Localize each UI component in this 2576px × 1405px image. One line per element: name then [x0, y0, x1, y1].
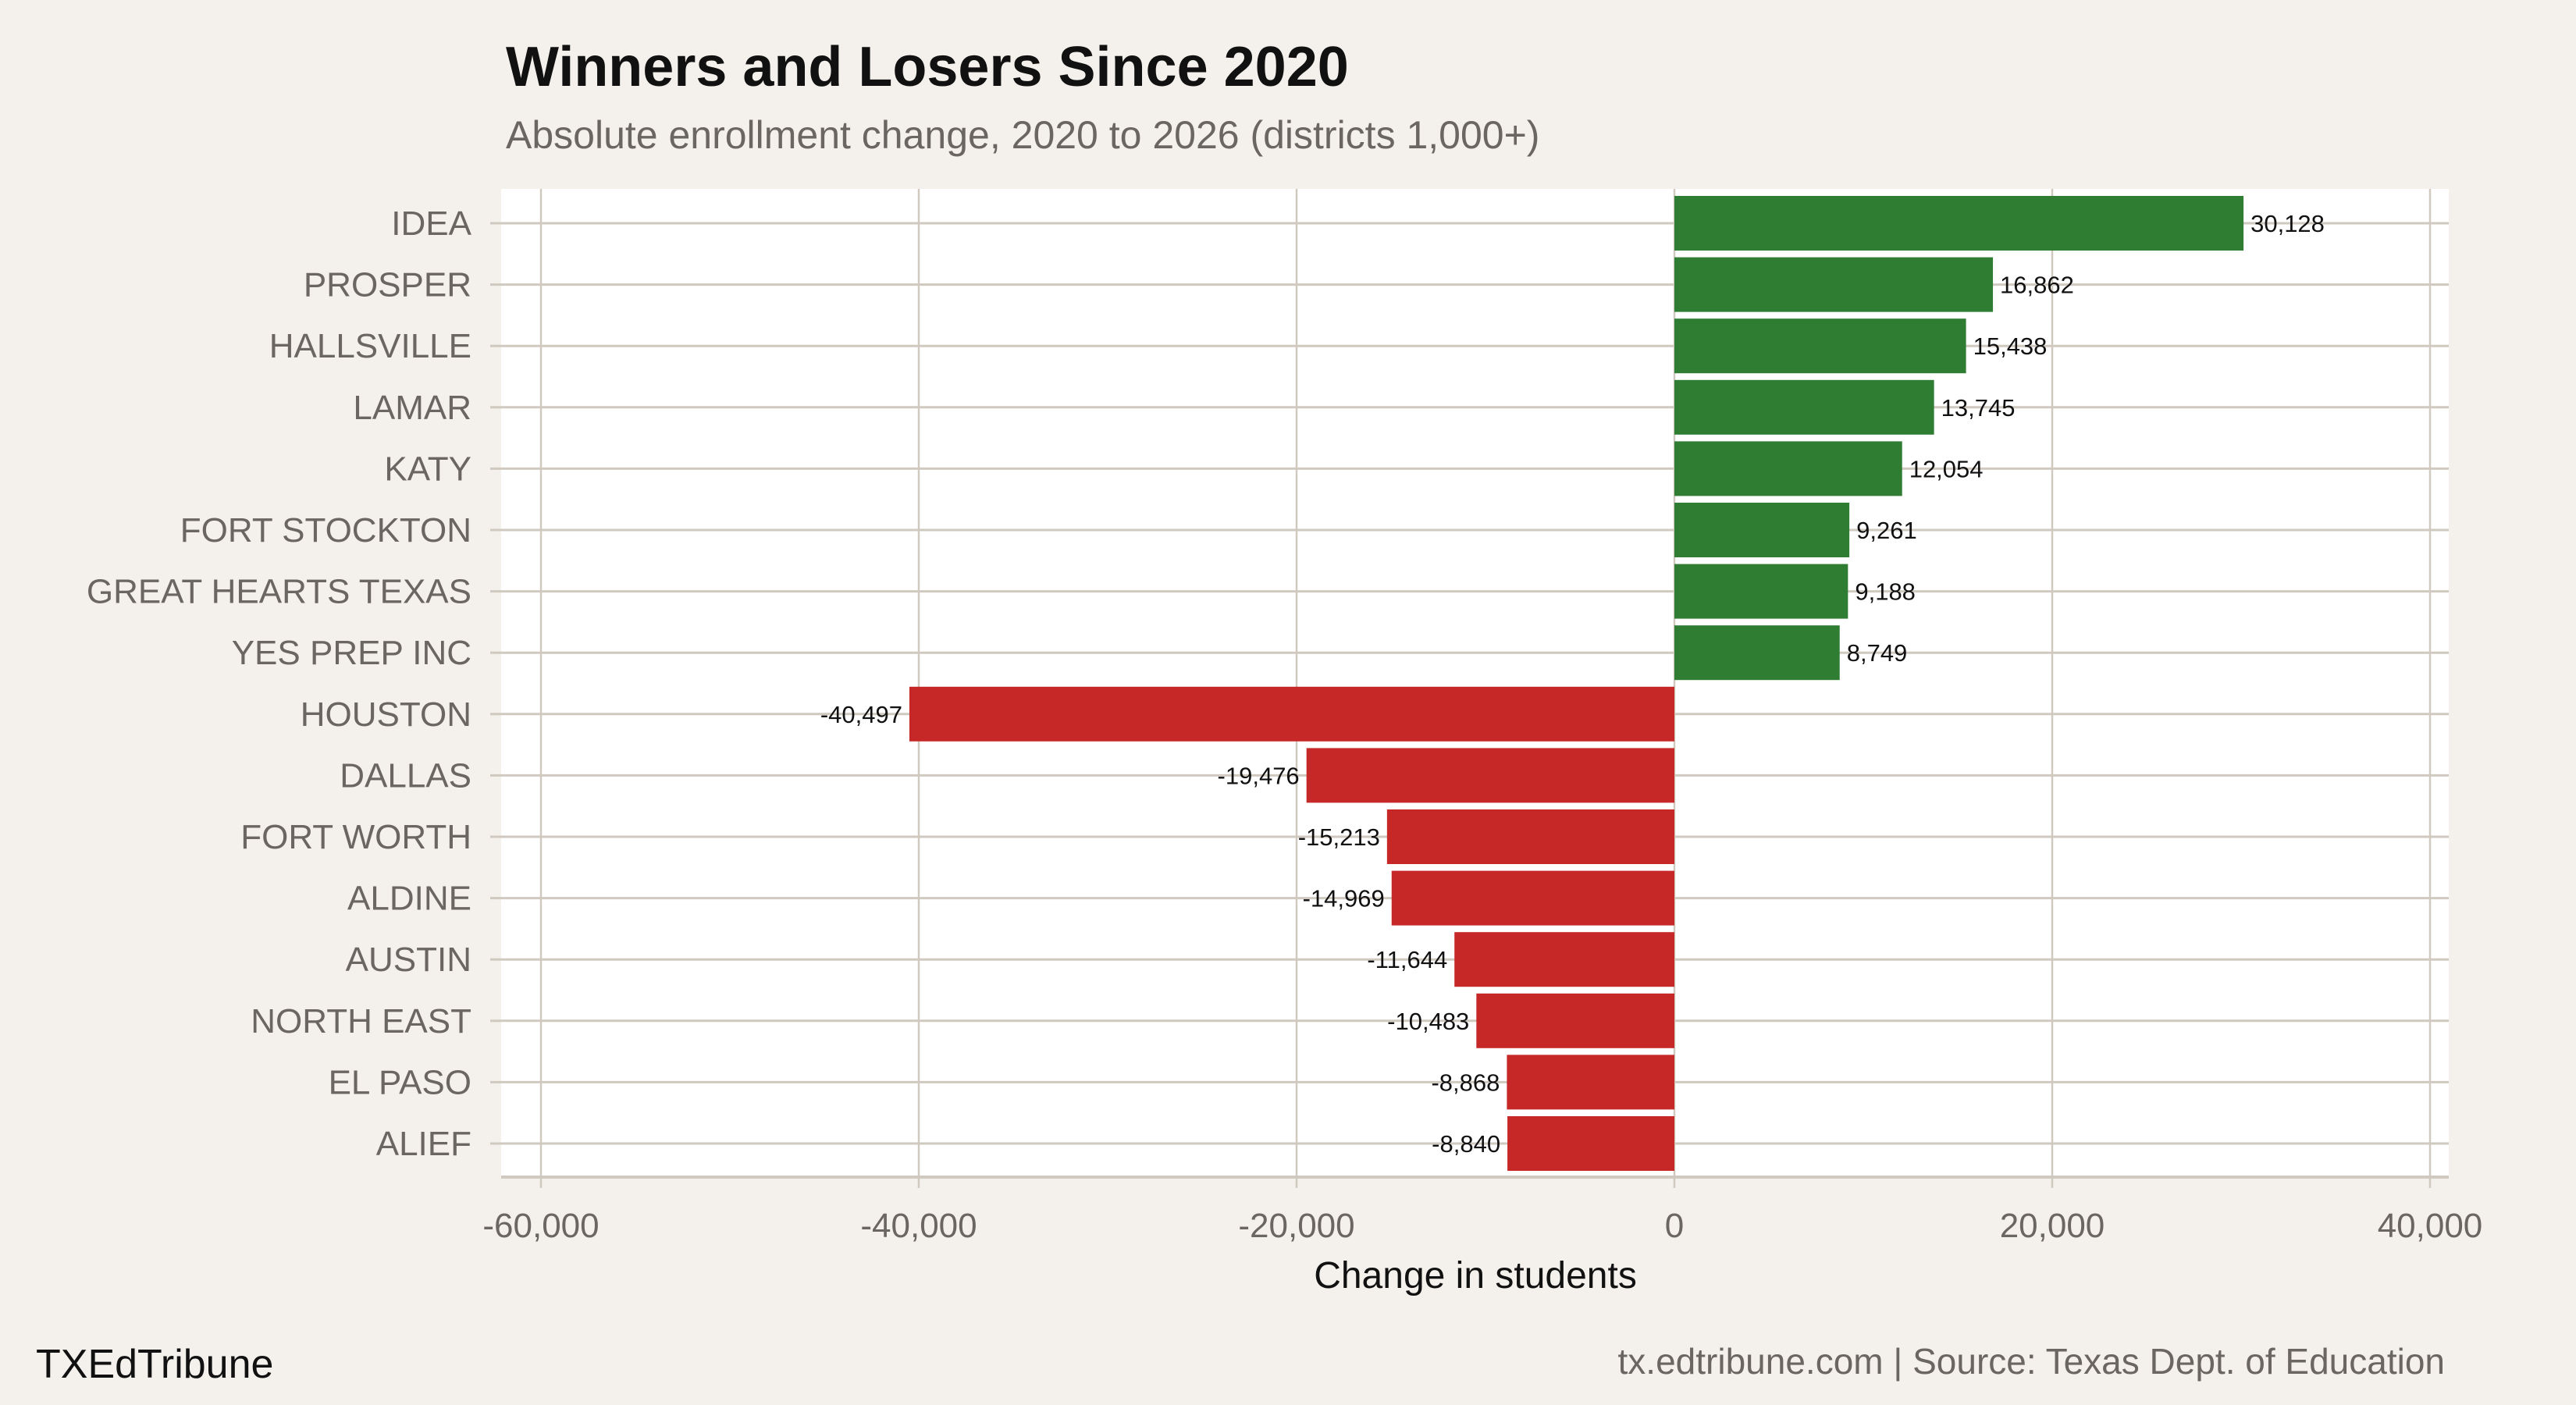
bar [909, 686, 1674, 742]
bar [1476, 993, 1674, 1048]
data-label: 9,188 [1855, 578, 1916, 606]
bar [1386, 809, 1674, 864]
bar [1507, 1055, 1674, 1110]
category-label: AUSTIN [346, 941, 471, 979]
category-label: PROSPER [304, 266, 471, 304]
brand-logo-text: TXEdTribune [36, 1342, 273, 1387]
category-label: DALLAS [340, 756, 471, 795]
bar [1674, 196, 2244, 251]
category-label: FORT WORTH [240, 818, 471, 856]
data-label: 13,745 [1941, 394, 2016, 422]
data-label: -14,969 [1303, 885, 1385, 912]
data-label: 30,128 [2250, 210, 2325, 237]
bar [1507, 1116, 1674, 1171]
bar [1674, 318, 1966, 374]
bar [1306, 748, 1674, 803]
bar [1391, 870, 1674, 926]
category-label: ALDINE [347, 880, 471, 918]
x-tick-label: -20,000 [1238, 1207, 1354, 1245]
data-label: 8,749 [1847, 639, 1908, 667]
plot-panel [501, 189, 2449, 1177]
category-label: FORT STOCKTON [180, 511, 471, 550]
category-label: ALIEF [376, 1125, 471, 1163]
x-tick-label: 40,000 [2378, 1207, 2483, 1245]
data-label: -40,497 [820, 701, 902, 728]
category-label: LAMAR [353, 389, 471, 427]
data-label: 16,862 [2000, 272, 2074, 299]
bar [1674, 625, 1840, 681]
chart-title: Winners and Losers Since 2020 [506, 36, 1349, 98]
x-tick-label: -40,000 [860, 1207, 977, 1245]
data-label: 12,054 [1909, 455, 1984, 482]
category-label: HALLSVILLE [269, 327, 471, 365]
data-labels: 30,128 16,862 15,438 13,745 12,054 9,261 9,188… [820, 210, 2325, 1158]
x-axis-title: Change in students [1314, 1255, 1637, 1297]
category-label: YES PREP INC [232, 634, 471, 672]
bar [1674, 503, 1850, 557]
bar [1674, 257, 1994, 312]
category-label: NORTH EAST [251, 1002, 471, 1040]
chart-subtitle: Absolute enrollment change, 2020 to 2026… [506, 113, 1539, 157]
x-tick-label: 0 [1665, 1207, 1684, 1245]
category-labels: IDEA PROSPER HALLSVILLE LAMAR KATY FORT STOCK… [87, 205, 472, 1163]
bar [1674, 379, 1934, 435]
category-label: HOUSTON [301, 695, 471, 734]
bar [1674, 564, 1848, 619]
data-label: -11,644 [1367, 946, 1447, 973]
bars [909, 196, 2244, 1171]
source-note: tx.edtribune.com | Source: Texas Dept. o… [1618, 1341, 2445, 1382]
category-label: IDEA [391, 205, 471, 243]
data-label: 9,261 [1856, 517, 1917, 544]
x-axis: -60,000 -40,000 -20,000 0 20,000 40,000 [482, 1207, 2482, 1245]
category-label: GREAT HEARTS TEXAS [87, 573, 471, 611]
data-label: -19,476 [1218, 762, 1300, 789]
category-label: KATY [384, 450, 471, 488]
category-label: EL PASO [329, 1063, 471, 1101]
bar [1674, 441, 1902, 496]
data-label: -15,213 [1298, 823, 1380, 851]
x-tick-label: -60,000 [482, 1207, 599, 1245]
data-label: 15,438 [1973, 333, 2048, 360]
data-label: -10,483 [1387, 1008, 1469, 1035]
bar [1454, 932, 1674, 987]
x-tick-label: 20,000 [2000, 1207, 2105, 1245]
data-label: -8,868 [1431, 1069, 1500, 1096]
data-label: -8,840 [1432, 1130, 1500, 1158]
